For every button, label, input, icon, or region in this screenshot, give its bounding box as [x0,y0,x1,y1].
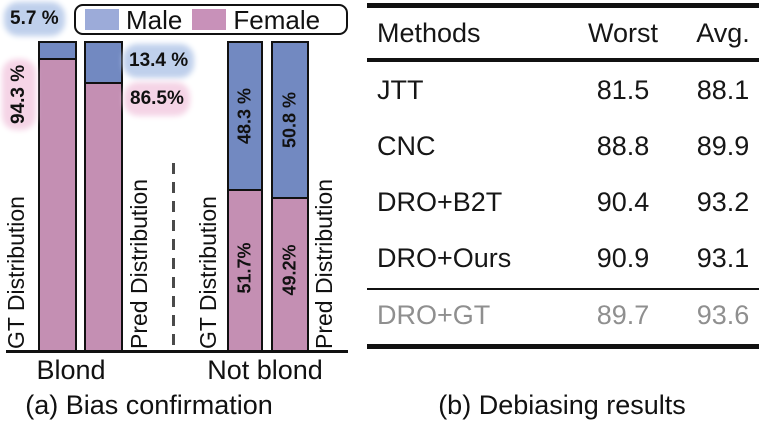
female-segment [86,84,121,350]
table-row: DRO+Ours 90.9 93.1 [377,242,759,274]
table-header-rule [367,58,759,62]
group-label-not-blond: Not blond [207,355,323,385]
table-mid-rule [367,288,759,290]
worst-cell: 81.5 [596,75,650,105]
col-header-avg: Avg. [696,18,750,48]
female-segment [229,191,261,350]
legend-male-swatch [85,9,119,30]
legend: Male Female [74,4,348,35]
table-row: JTT 81.5 88.1 [377,74,759,106]
male-pct-label: 50.8 % [279,91,300,149]
table-top-rule [367,3,759,8]
male-segment [229,43,261,192]
axis-label-pred-notblond: Pred Distribution [311,178,337,349]
axis-label-pred-blond: Pred Distribution [126,178,152,349]
method-cell: JTT [377,75,424,105]
worst-cell: 90.9 [596,243,650,273]
worst-cell: 89.7 [596,300,650,330]
male-segment [40,43,75,61]
bar-gt-blond [38,41,77,352]
avg-cell: 93.1 [696,243,750,273]
worst-cell: 88.8 [596,131,650,161]
bias-chart-panel: Male Female 5.7 % 94.3 % 13.4 % 86.5% [0,0,364,430]
male-pct-label: 48.3 % [234,87,255,145]
bar-pred-notblond [271,41,309,352]
group-label-blond: Blond [36,355,106,385]
avg-cell: 93.6 [696,300,750,330]
legend-female-swatch [192,9,227,30]
female-pct-label: 86.5% [130,88,184,110]
female-segment [40,60,75,350]
results-table-panel: Methods Worst Avg. JTT 81.5 88.1 CNC 88.… [364,0,764,430]
bar-gt-notblond [227,41,263,352]
axis-label-gt-notblond: GT Distribution [195,196,221,349]
female-segment [273,198,307,350]
male-segment [273,43,307,199]
method-cell: CNC [377,131,436,161]
chart-caption: (a) Bias confirmation [25,390,273,420]
group-divider-dashed-line [172,163,175,350]
legend-female-label: Female [233,4,321,35]
table-row: CNC 88.8 89.9 [377,130,759,162]
table-header-row: Methods Worst Avg. [377,17,759,49]
col-header-worst: Worst [587,18,659,48]
female-pct-label: 51.7% [234,242,255,294]
method-cell: DRO+Ours [377,243,512,273]
baseline-axis [6,350,348,353]
female-pct-label: 49.2% [279,244,300,296]
table-row: DRO+GT 89.7 93.6 [377,299,759,331]
col-header-methods: Methods [377,18,481,48]
male-pct-label: 13.4 % [129,50,189,72]
avg-cell: 89.9 [696,131,750,161]
avg-cell: 88.1 [696,75,750,105]
table-row: DRO+B2T 90.4 93.2 [377,186,759,218]
bar-pred-blond [84,41,123,352]
axis-label-gt-blond: GT Distribution [3,196,29,349]
female-pct-label: 94.3 % [8,64,30,124]
table-caption: (b) Debiasing results [438,390,686,420]
table-bottom-rule [367,344,759,349]
male-pct-label: 5.7 % [10,8,59,30]
avg-cell: 93.2 [696,187,750,217]
legend-male-label: Male [126,4,183,35]
method-cell: DRO+B2T [377,187,503,217]
male-segment [86,43,121,85]
worst-cell: 90.4 [596,187,650,217]
method-cell: DRO+GT [377,300,491,330]
